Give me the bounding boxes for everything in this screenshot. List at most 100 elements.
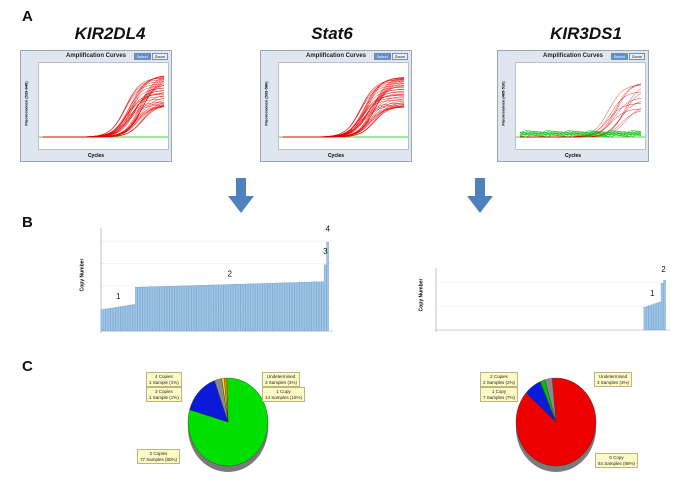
copy-number-bar <box>162 286 165 332</box>
amplification-title: Amplification Curves <box>542 53 603 59</box>
copy-number-bar <box>255 283 258 332</box>
amplification-curve <box>43 87 165 138</box>
copy-number-bar <box>120 306 123 332</box>
amplification-curve <box>43 106 165 138</box>
copy-number-bar <box>208 284 212 332</box>
copy-number-bar <box>274 282 278 332</box>
pie-chart-kir2dl4 <box>187 377 269 472</box>
copy-number-bar <box>144 286 148 332</box>
copy-number-bar <box>171 285 175 332</box>
zoom-button[interactable]: Zoom <box>151 53 168 60</box>
copy-number-bar <box>282 282 285 332</box>
copy-number-bar <box>213 284 216 332</box>
amplification-curve <box>43 104 165 138</box>
copy-number-bar <box>277 282 280 332</box>
copy-number-group-label: 2 <box>227 270 232 279</box>
copy-number-bar <box>191 285 194 332</box>
copy-number-group-label: 1 <box>116 292 121 301</box>
pie-note-3-copies: 3 Copies 1 Sample (1%) <box>146 387 182 402</box>
copy-number-bar <box>189 285 192 332</box>
copy-number-bar <box>127 305 131 332</box>
copy-number-bar <box>113 307 116 332</box>
copy-number-bar <box>304 282 307 332</box>
copy-number-bar <box>105 308 109 332</box>
amplification-curve <box>43 84 165 138</box>
amplification-window-stat6: Amplification Curves Select Zoom Fluoresc… <box>260 50 412 162</box>
copy-number-bar <box>306 281 310 332</box>
copy-number-bar <box>262 283 266 332</box>
amplification-x-label: Cycles <box>87 153 105 159</box>
copy-number-bar <box>646 306 649 331</box>
amplification-title: Amplification Curves <box>65 53 126 59</box>
copy-number-bar <box>228 284 231 332</box>
copy-number-bar <box>206 284 209 332</box>
copy-number-bar <box>272 283 275 332</box>
pie-note-undetermined: Undetermined 3 Samples (3%) <box>262 372 301 387</box>
copy-number-bar <box>100 309 104 332</box>
copy-number-bar <box>169 286 172 332</box>
amplification-curve-negative <box>519 132 642 137</box>
pie-note-1-copy: 1 Copy 14 Samples (15%) <box>262 387 306 402</box>
amplification-y-label: Fluorescence (465-510) <box>500 81 506 126</box>
copy-number-bar <box>108 308 111 332</box>
copy-number-bar <box>294 282 297 332</box>
amplification-plot <box>278 62 409 150</box>
amplification-curve <box>43 83 165 138</box>
select-button[interactable]: Select <box>373 53 391 60</box>
copy-number-bar <box>663 280 666 331</box>
copy-number-bar <box>130 304 133 332</box>
select-button[interactable]: Select <box>610 53 628 60</box>
copy-number-bar <box>174 285 177 332</box>
copy-number-y-label: Copy Number <box>418 278 425 312</box>
zoom-button[interactable]: Zoom <box>391 53 408 60</box>
amplification-curve <box>283 86 405 138</box>
gene-title-stat6: Stat6 <box>311 24 353 43</box>
copy-number-bar <box>196 285 199 332</box>
copy-number-bar <box>257 283 261 332</box>
pie-slice <box>224 377 229 423</box>
pie-chart-kir3ds1 <box>515 377 597 472</box>
pie-note-2-copies: 2 Copies 2 Samples (2%) <box>480 372 519 387</box>
copy-number-bar <box>316 281 319 332</box>
copy-number-bar <box>152 286 155 332</box>
copy-number-bar <box>321 281 324 332</box>
copy-number-bar <box>238 284 241 332</box>
copy-number-group-label: 4 <box>326 225 331 234</box>
amplification-curve <box>43 76 165 138</box>
copy-number-bar <box>292 282 295 332</box>
copy-number-bar <box>284 282 288 332</box>
amplification-curve <box>283 79 405 138</box>
pie-note-2-copies: 2 Copies 77 Samples (80%) <box>137 449 181 464</box>
copy-number-bar <box>181 285 185 332</box>
amplification-window-kir2dl4: Amplification Curves Select Zoom Fluoresc… <box>20 50 172 162</box>
amplification-x-label: Cycles <box>327 153 345 159</box>
amplification-plot <box>515 62 646 150</box>
amplification-curve <box>283 78 405 138</box>
amplification-curve <box>283 96 405 138</box>
panel-letter-c: C <box>22 358 33 375</box>
copy-number-bar <box>149 286 153 332</box>
copy-number-bar <box>252 283 256 332</box>
copy-number-group-label: 2 <box>661 265 666 274</box>
amplification-curve <box>43 106 165 138</box>
amplification-curve <box>43 93 165 138</box>
amplification-curve <box>43 105 165 138</box>
copy-number-bar <box>260 283 263 332</box>
select-button[interactable]: Select <box>133 53 151 60</box>
copy-number-bar <box>225 284 229 332</box>
zoom-button[interactable]: Zoom <box>628 53 645 60</box>
copy-number-bar <box>247 283 251 332</box>
amplification-curve-negative <box>519 130 642 135</box>
amplification-curve <box>43 103 165 138</box>
amplification-curve-negative <box>519 131 642 136</box>
copy-number-bar <box>314 281 317 332</box>
copy-number-bar <box>159 286 163 332</box>
amplification-curve <box>283 91 405 138</box>
copy-number-bar <box>299 282 302 332</box>
copy-number-bar <box>648 305 651 331</box>
copy-number-bar <box>110 307 114 332</box>
copy-number-bar <box>125 305 128 332</box>
amplification-curve-negative <box>519 130 642 135</box>
copy-number-bar-chart-kir2dl4: 1 2 3 4 <box>100 225 333 333</box>
copy-number-bar <box>240 283 243 332</box>
